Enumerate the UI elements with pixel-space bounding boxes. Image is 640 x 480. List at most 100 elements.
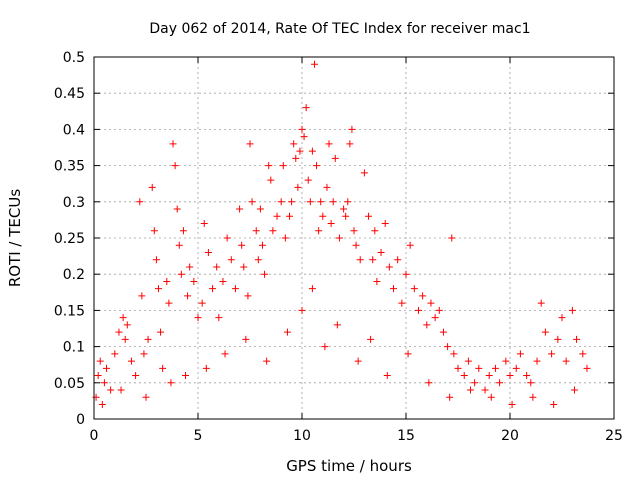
data-point [340,205,348,213]
data-point [182,372,190,380]
data-point [425,379,433,387]
data-point [402,270,410,278]
data-point [579,350,587,358]
data-point [119,314,127,322]
data-point [573,335,581,343]
x-tick-label: 0 [90,428,99,444]
x-tick-label: 15 [397,428,415,444]
data-point [236,205,244,213]
data-point [258,241,266,249]
data-point [502,357,510,365]
data-point [310,60,318,68]
y-axis-label: ROTI / TECUs [6,189,24,287]
data-point [327,220,335,228]
x-tick-label: 5 [194,428,203,444]
data-point [298,306,306,314]
y-tick-label: 0.25 [54,231,85,247]
data-point [261,270,269,278]
data-point [252,227,260,235]
chart-title: Day 062 of 2014, Rate Of TEC Index for r… [149,21,530,37]
data-point [204,248,212,256]
data-point [94,372,102,380]
data-point [583,364,591,372]
data-point [365,212,373,220]
data-point [367,335,375,343]
data-point [173,205,181,213]
data-point [123,321,131,329]
data-point [296,147,304,155]
data-point [132,372,140,380]
data-point [102,364,110,372]
data-point [342,212,350,220]
data-point [198,299,206,307]
data-point [410,285,418,293]
data-point [209,285,217,293]
data-point [184,292,192,300]
data-point [152,256,160,264]
y-tick-label: 0.3 [63,195,85,211]
data-point [506,372,514,380]
data-point [167,379,175,387]
data-point [435,306,443,314]
data-point [100,379,108,387]
data-point [394,256,402,264]
data-point [487,393,495,401]
data-point [179,227,187,235]
data-point [541,328,549,336]
data-point [377,248,385,256]
data-point [346,140,354,148]
data-point [194,314,202,322]
data-point [215,314,223,322]
y-tick-label: 0.45 [54,86,85,102]
data-point [319,212,327,220]
data-point [475,364,483,372]
data-point [200,220,208,228]
data-point [554,335,562,343]
data-point [523,372,531,380]
data-point [414,306,422,314]
data-point [568,306,576,314]
data-point [317,198,325,206]
data-point [269,227,277,235]
data-point [537,299,545,307]
data-point [550,401,558,409]
data-point [439,328,447,336]
data-point [121,335,129,343]
data-point [96,357,104,365]
data-point [98,401,106,409]
data-point [352,241,360,249]
data-point [175,241,183,249]
data-point [273,212,281,220]
data-point [533,357,541,365]
data-point [315,227,323,235]
data-point [107,386,115,394]
data-point [350,227,358,235]
data-point [333,321,341,329]
data-point [313,162,321,170]
data-point [300,133,308,141]
data-point [254,256,262,264]
data-point [491,364,499,372]
data-point [242,335,250,343]
data-point [304,176,312,184]
axis-ticks: 0 0.05 0.1 0.15 0.2 0.25 0.3 0.35 0.4 0.45 0.5 0 5 10… [54,50,623,444]
data-point [527,379,535,387]
data-point [496,379,504,387]
data-point [138,292,146,300]
x-tick-label: 25 [605,428,623,444]
data-point [464,357,472,365]
x-tick-label: 10 [293,428,311,444]
y-tick-label: 0.15 [54,303,85,319]
data-point [354,357,362,365]
y-tick-label: 0.1 [63,340,85,356]
data-point [444,343,452,351]
data-point [142,393,150,401]
data-point [385,263,393,271]
data-point [398,299,406,307]
data-point [294,183,302,191]
data-point [288,198,296,206]
data-point [548,350,556,358]
data-point [404,350,412,358]
data-point [231,285,239,293]
data-point [298,125,306,133]
